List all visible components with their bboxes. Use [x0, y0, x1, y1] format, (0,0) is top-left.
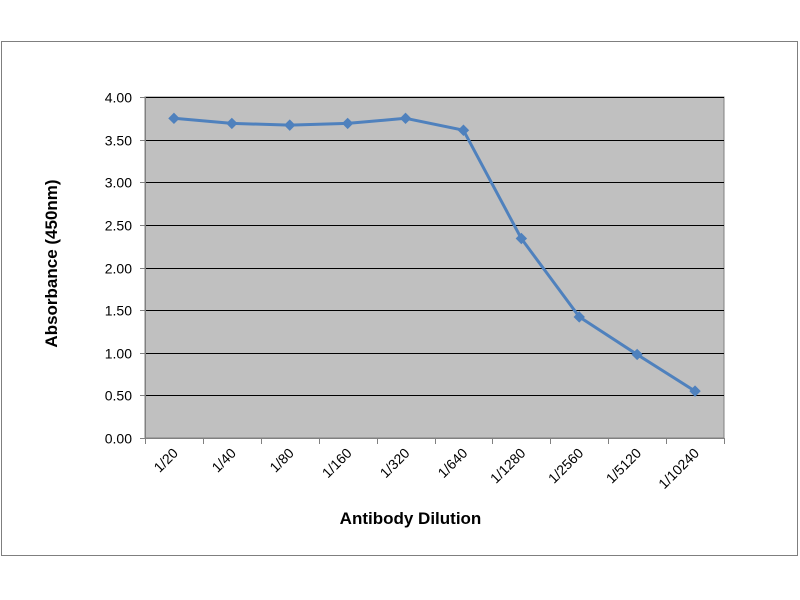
y-tick-label: 0.00	[105, 431, 132, 447]
x-tick-label: 1/10240	[655, 445, 702, 492]
x-tick-label: 1/320	[377, 445, 413, 481]
axis-group	[145, 97, 724, 439]
series-line	[173, 116, 696, 393]
x-tick-label: 1/20	[150, 445, 181, 476]
series-group	[168, 112, 701, 397]
x-tick-label: 1/160	[319, 445, 355, 481]
x-tick-label: 1/80	[266, 445, 297, 476]
x-axis-title: Antibody Dilution	[340, 509, 482, 528]
x-tick-label: 1/1280	[487, 445, 529, 487]
data-point-marker	[573, 311, 585, 323]
x-tick-label: 1/40	[208, 445, 239, 476]
y-tick-label: 0.50	[105, 388, 132, 404]
plot-area	[144, 96, 725, 439]
x-tick-labels: 1/20 1/40 1/80 1/160 1/320 1/640 1/1280 1/2560 1…	[145, 438, 725, 492]
data-point-marker	[631, 348, 643, 361]
data-point-marker	[168, 112, 180, 125]
y-tick-label: 3.00	[105, 175, 132, 191]
y-tick-label: 2.00	[105, 261, 132, 277]
data-point-marker	[226, 117, 238, 130]
y-tick-label: 3.50	[105, 133, 132, 149]
y-tick-label: 2.50	[105, 218, 132, 234]
y-tick-label: 4.00	[105, 90, 132, 106]
data-point-marker	[399, 112, 412, 125]
grid-group	[145, 97, 724, 396]
data-point-marker	[457, 124, 470, 136]
data-point-marker	[689, 385, 701, 397]
x-tick-label: 1/2560	[545, 445, 587, 487]
y-tick-label: 1.00	[105, 346, 132, 362]
data-point-marker	[515, 232, 528, 245]
y-tick-labels: 0.00 0.50 1.00 1.50 2.00 2.50 3.00 3.50 4.00	[105, 90, 145, 447]
y-axis-title: Absorbance (450nm)	[42, 179, 61, 347]
x-tick-label: 1/5120	[603, 445, 645, 487]
x-tick-label: 1/640	[434, 445, 470, 481]
data-point-marker	[284, 119, 296, 131]
y-tick-label: 1.50	[105, 303, 132, 319]
data-point-marker	[341, 117, 354, 130]
